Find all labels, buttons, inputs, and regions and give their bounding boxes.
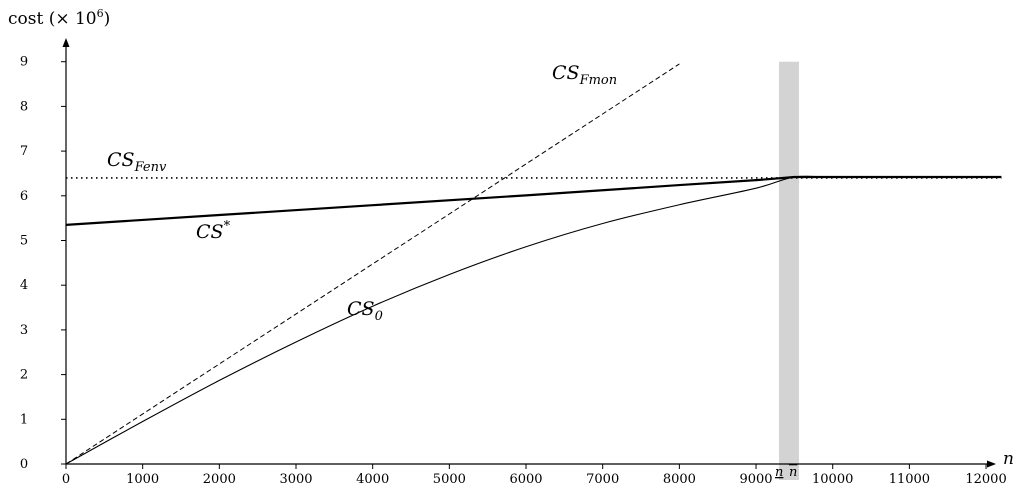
x-tick-label: 5000 [433, 472, 466, 487]
y-axis-arrow [62, 38, 70, 47]
x-tick-label: 11000 [889, 472, 930, 487]
x-tick-label: 2000 [203, 472, 236, 487]
y-tick-label: 1 [20, 412, 28, 427]
axes [62, 38, 996, 468]
x-tick-label: 3000 [279, 472, 312, 487]
label-cs-star-main: CS [196, 221, 224, 243]
x-tick-label: 7000 [586, 472, 619, 487]
x-ticks: 0 1000 2000 3000 4000 5000 6000 7000 8000 9000 100… [62, 464, 1007, 487]
label-cs-fenv-sub: Fenv [134, 160, 167, 175]
label-cs-fmon-sub: Fmon [579, 73, 618, 88]
series-line-cs [65, 175, 1002, 226]
x-tick-label: 8000 [663, 472, 696, 487]
y-tick-label: 4 [20, 278, 28, 293]
y-tick-label: 2 [20, 368, 28, 383]
x-tick-label: 6000 [509, 472, 542, 487]
band-label-lower: n [775, 465, 783, 480]
y-tick-label: 0 [20, 457, 28, 472]
label-cs-fenv: CSFenv [107, 149, 167, 175]
x-axis-title: n [1003, 449, 1014, 469]
series-line-cs0 [65, 175, 1002, 465]
y-tick-label: 8 [20, 99, 28, 114]
y-tick-label: 7 [20, 144, 28, 159]
x-tick-label: 10000 [812, 472, 853, 487]
x-tick-label: 12000 [965, 472, 1006, 487]
label-cs-star-sup: * [224, 219, 231, 234]
label-cs-star: CS* [196, 219, 231, 243]
threshold-band [779, 61, 799, 480]
y-tick-label: 5 [20, 234, 28, 249]
y-axis-title: cost (× 106) [8, 7, 110, 29]
y-ticks: 0 1 2 3 4 5 6 7 8 9 [20, 55, 66, 472]
y-axis-title-close: ) [104, 9, 111, 29]
x-tick-label: 0 [62, 472, 70, 487]
x-axis-arrow [987, 460, 996, 468]
y-tick-label: 9 [20, 55, 28, 70]
label-cs-0-sub: 0 [375, 309, 383, 324]
label-cs-fmon-main: CS [552, 62, 580, 84]
x-tick-label: 4000 [356, 472, 389, 487]
series-group [65, 63, 1002, 465]
y-tick-label: 6 [20, 189, 28, 204]
x-tick-label: 9000 [739, 472, 772, 487]
label-cs-0: CS0 [347, 298, 383, 324]
y-tick-label: 3 [20, 323, 28, 338]
y-axis-title-main: cost (× 10 [8, 9, 97, 29]
series-line-csfmon [65, 63, 680, 465]
band-label-upper: n [789, 465, 797, 480]
label-cs-fmon: CSFmon [552, 62, 617, 88]
x-tick-label: 1000 [126, 472, 159, 487]
y-axis-title-exp: 6 [97, 7, 104, 20]
label-cs-fenv-main: CS [107, 149, 135, 171]
label-cs-0-main: CS [347, 298, 375, 320]
